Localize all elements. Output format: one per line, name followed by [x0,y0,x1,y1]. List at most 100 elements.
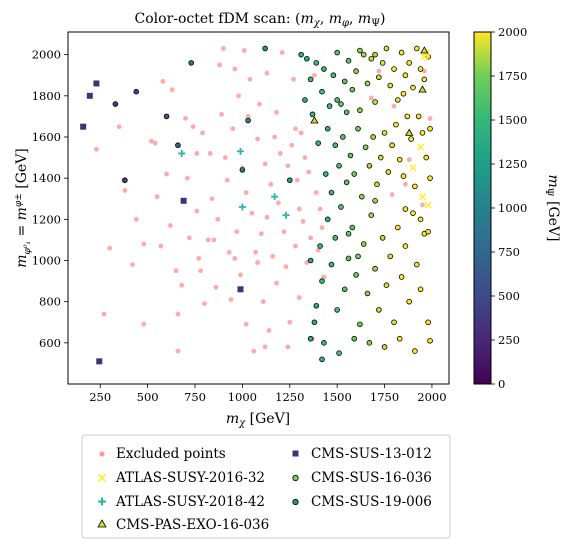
cms-13-012-point [237,286,244,293]
excluded-point [420,202,425,208]
legend-marker-cms-pas [97,519,107,528]
atlas-2016-32-point [424,201,432,209]
allowed-point [341,78,348,85]
allowed-point [393,121,399,128]
allowed-point [366,163,373,169]
allowed-point [410,84,416,91]
excluded-point [215,216,221,222]
excluded-point [260,299,266,305]
excluded-point [258,231,264,237]
excluded-point [376,68,382,74]
excluded-point [209,196,215,202]
excluded-point [277,151,283,156]
allowed-point [347,152,354,159]
allowed-point [366,340,373,346]
excluded-point [232,256,238,261]
y-tick-label: 800 [39,295,61,309]
excluded-point [300,218,306,224]
allowed-point [349,224,356,231]
excluded-point [245,113,251,119]
excluded-point [255,136,260,142]
allowed-point [307,335,314,342]
allowed-point [319,278,325,284]
allowed-point [341,286,348,293]
atlas-2018-42-point [236,147,244,155]
allowed-point [364,290,371,297]
excluded-point [308,235,314,241]
allowed-point [357,47,363,54]
excluded-point [403,181,408,187]
allowed-point [330,72,337,79]
excluded-point [141,321,147,327]
excluded-point [389,192,395,198]
legend-marker-atlas-2018-42 [98,497,106,506]
excluded-point [222,155,228,160]
y-axis-label: mφ⁰₁ = mφ± [GeV] [14,148,33,268]
y-tick-label: 2000 [32,48,61,62]
excluded-point [406,157,412,163]
excluded-point [262,161,268,167]
cms-13-012-point [93,80,100,87]
excluded-point [283,264,289,270]
allowed-point [307,76,314,83]
y-tick-label: 1400 [32,171,61,185]
excluded-point [241,48,247,53]
excluded-point [262,344,268,350]
allowed-point [385,169,392,175]
allowed-point [302,97,308,103]
allowed-point [376,74,382,81]
excluded-point [257,101,262,107]
allowed-point [322,171,329,177]
excluded-point [296,206,302,212]
excluded-point [160,79,166,84]
allowed-point [410,210,416,216]
legend-item-excluded: Excluded points [99,446,226,462]
x-tick-label: 750 [184,390,206,404]
excluded-point [264,70,270,76]
excluded-point [200,130,205,136]
allowed-point [359,193,365,200]
allowed-point [163,113,170,120]
excluded-point [253,249,259,255]
allowed-point [417,216,424,223]
legend-item-cms-16-036: CMS-SUS-16-036 [292,470,432,486]
legend-label-cms-19-006: CMS-SUS-19-006 [311,494,432,510]
excluded-point [298,130,304,136]
allowed-point [313,60,320,66]
colorbar-tick-label: 1250 [498,157,527,171]
allowed-point [309,111,316,118]
allowed-point [412,348,418,354]
allowed-point [372,99,378,105]
excluded-point [368,95,374,101]
allowed-point [336,163,342,169]
allowed-point [427,125,433,132]
colorbar-tick-label: 500 [498,289,520,303]
allowed-point [395,224,401,231]
allowed-point [402,72,409,79]
excluded-point [207,151,213,156]
atlas-2018-42-point [271,193,279,201]
allowed-point [357,321,363,328]
x-tick-label: 1000 [228,390,257,404]
allowed-point [355,253,361,260]
colorbar-tick-label: 1750 [498,69,527,83]
allowed-point [400,90,407,97]
allowed-point [328,261,335,268]
allowed-point [355,125,361,132]
allowed-point [319,356,325,363]
excluded-point [234,229,240,235]
allowed-point [396,156,403,163]
allowed-point [381,344,388,350]
allowed-point [311,319,318,326]
atlas-2016-32-point [420,53,428,61]
x-axis-label: mχ [GeV] [226,411,290,429]
legend-item-cms-pas: CMS-PAS-EXO-16-036 [97,517,269,533]
cms-13-012-point [86,92,93,99]
allowed-point [334,49,340,56]
y-tick-label: 1800 [32,89,61,103]
allowed-point [245,117,251,124]
excluded-point [313,190,319,195]
legend-label-cms-pas: CMS-PAS-EXO-16-036 [116,517,269,533]
allowed-point [307,257,314,264]
colorbar-tick-label: 2000 [498,25,527,39]
